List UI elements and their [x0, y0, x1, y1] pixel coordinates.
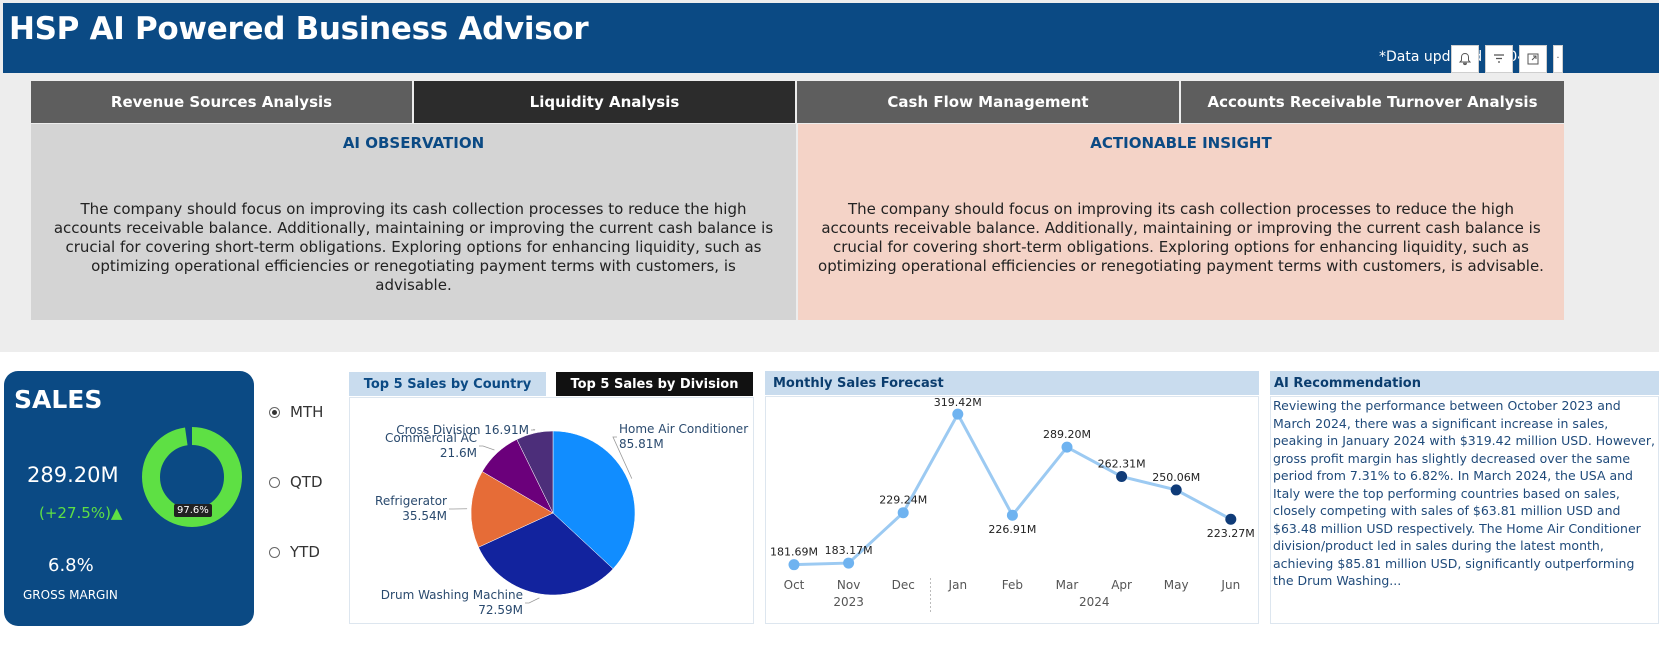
- data-label: 319.42M: [934, 396, 982, 409]
- recommendation-title: AI Recommendation: [1270, 371, 1659, 395]
- radio-icon[interactable]: [269, 476, 280, 488]
- pie-slice-refrigerator[interactable]: [470, 471, 554, 548]
- sales-change: (+27.5%)▲: [39, 504, 123, 522]
- pie-label: Cross Division 16.91M: [396, 423, 529, 437]
- filter-icon[interactable]: [1485, 45, 1513, 73]
- period-label-mth: MTH: [290, 403, 324, 421]
- period-option-ytd[interactable]: YTD: [269, 543, 320, 561]
- tab-top5-country[interactable]: Top 5 Sales by Country: [349, 372, 546, 396]
- recommendation-text: Reviewing the performance between Octobe…: [1273, 398, 1655, 588]
- forecast-line-chart: 181.69M Oct 183.17M Nov 229.24M Dec 319.42M Jan…: [770, 396, 1255, 612]
- data-label: 262.31M: [1098, 458, 1146, 471]
- x-tick-label: Jun: [1220, 578, 1240, 592]
- data-label: 229.24M: [879, 494, 927, 507]
- x-tick-label: Nov: [837, 578, 860, 592]
- app-header: HSP AI Powered Business Advisor *Data up…: [3, 3, 1659, 73]
- actionable-insight-title: ACTIONABLE INSIGHT: [1090, 134, 1272, 152]
- data-label: 250.06M: [1152, 471, 1200, 484]
- recommendation-card: [1270, 396, 1659, 624]
- data-label: 181.69M: [770, 546, 818, 559]
- forecast-point-jan[interactable]: [952, 408, 964, 420]
- pie-value-label: 21.6M: [440, 446, 477, 460]
- actionable-insight-text: The company should focus on improving it…: [818, 200, 1544, 275]
- pie-category-label: Commercial AC: [385, 431, 477, 445]
- data-label: 223.27M: [1207, 527, 1255, 540]
- period-option-mth[interactable]: MTH: [269, 403, 323, 421]
- tab-liquidity[interactable]: Liquidity Analysis: [414, 81, 795, 123]
- forecast-point-feb[interactable]: [1006, 509, 1018, 521]
- pie-leader-line: [531, 428, 536, 431]
- year-label: 2024: [1079, 595, 1110, 609]
- pie-slice-cross-division[interactable]: [516, 430, 554, 514]
- page-title: HSP AI Powered Business Advisor: [9, 11, 589, 47]
- pie-leader-line: [525, 597, 540, 604]
- data-label: 183.17M: [825, 544, 873, 557]
- gross-margin-value: 6.8%: [48, 555, 94, 576]
- x-tick-label: Jan: [948, 578, 968, 592]
- data-label: 289.20M: [1043, 428, 1091, 441]
- sales-title: SALES: [14, 385, 103, 414]
- pie-value-label: 85.81M: [619, 437, 664, 451]
- pie-category-label: Home Air Conditioner: [619, 422, 748, 436]
- pie-slice-home-air-conditioner[interactable]: [552, 430, 636, 570]
- pie-category-label: Drum Washing Machine: [381, 588, 523, 602]
- bell-icon[interactable]: [1451, 45, 1479, 73]
- sales-donut-chart: [142, 427, 242, 527]
- x-tick-label: May: [1164, 578, 1189, 592]
- pie-leader-line: [479, 445, 495, 451]
- forecast-point-jun[interactable]: [1225, 513, 1237, 525]
- radio-selected-icon[interactable]: [269, 406, 280, 418]
- period-label-ytd: YTD: [290, 543, 320, 561]
- tab-revenue-sources[interactable]: Revenue Sources Analysis: [31, 81, 412, 123]
- forecast-point-dec[interactable]: [897, 507, 909, 519]
- data-label: 226.91M: [988, 523, 1036, 536]
- forecast-sales-line: [1066, 445, 1232, 521]
- forecast-title: Monthly Sales Forecast: [765, 371, 1259, 395]
- more-options-icon[interactable]: ·: [1553, 45, 1563, 73]
- sales-value: 289.20M: [27, 463, 119, 487]
- actual-sales-line: [793, 410, 1069, 567]
- pie-slice-drum-washing-machine[interactable]: [478, 512, 614, 596]
- forecast-point-may[interactable]: [1170, 484, 1182, 496]
- tab-cash-flow[interactable]: Cash Flow Management: [797, 81, 1179, 123]
- radio-icon[interactable]: [269, 546, 280, 558]
- tab-top5-division[interactable]: Top 5 Sales by Division: [556, 372, 753, 396]
- ai-observation-panel: AI OBSERVATION The company should focus …: [31, 124, 796, 320]
- ai-observation-title: AI OBSERVATION: [342, 134, 485, 152]
- period-option-qtd[interactable]: QTD: [269, 473, 323, 491]
- pie-value-label: 35.54M: [402, 509, 447, 523]
- donut-progress-arc: [142, 427, 242, 527]
- period-label-qtd: QTD: [290, 473, 323, 491]
- x-tick-label: Oct: [784, 578, 805, 592]
- pie-leader-line: [612, 436, 633, 479]
- analysis-tabs: Revenue Sources Analysis Liquidity Analy…: [31, 81, 1564, 123]
- pie-category-label: Refrigerator: [375, 494, 447, 508]
- donut-percent-label: 97.6%: [174, 504, 212, 517]
- focus-mode-icon[interactable]: [1519, 45, 1547, 73]
- year-label: 2023: [833, 595, 864, 609]
- forecast-point-mar[interactable]: [1061, 441, 1073, 453]
- actionable-insight-panel: ACTIONABLE INSIGHT The company should fo…: [798, 124, 1564, 320]
- forecast-point-apr[interactable]: [1116, 471, 1128, 483]
- x-tick-label: Feb: [1002, 578, 1023, 592]
- ai-observation-text: The company should focus on improving it…: [53, 200, 774, 294]
- forecast-point-oct[interactable]: [788, 559, 800, 571]
- x-tick-label: Apr: [1111, 578, 1132, 592]
- forecast-point-nov[interactable]: [843, 557, 855, 569]
- x-tick-label: Dec: [892, 578, 915, 592]
- gross-margin-label: GROSS MARGIN: [23, 588, 118, 602]
- x-tick-label: Mar: [1056, 578, 1079, 592]
- pie-value-label: 72.59M: [478, 603, 523, 617]
- sales-kpi-card: SALES 289.20M (+27.5%)▲ 97.6% 6.8% GROSS…: [4, 371, 254, 626]
- tab-ar-turnover[interactable]: Accounts Receivable Turnover Analysis: [1181, 81, 1564, 123]
